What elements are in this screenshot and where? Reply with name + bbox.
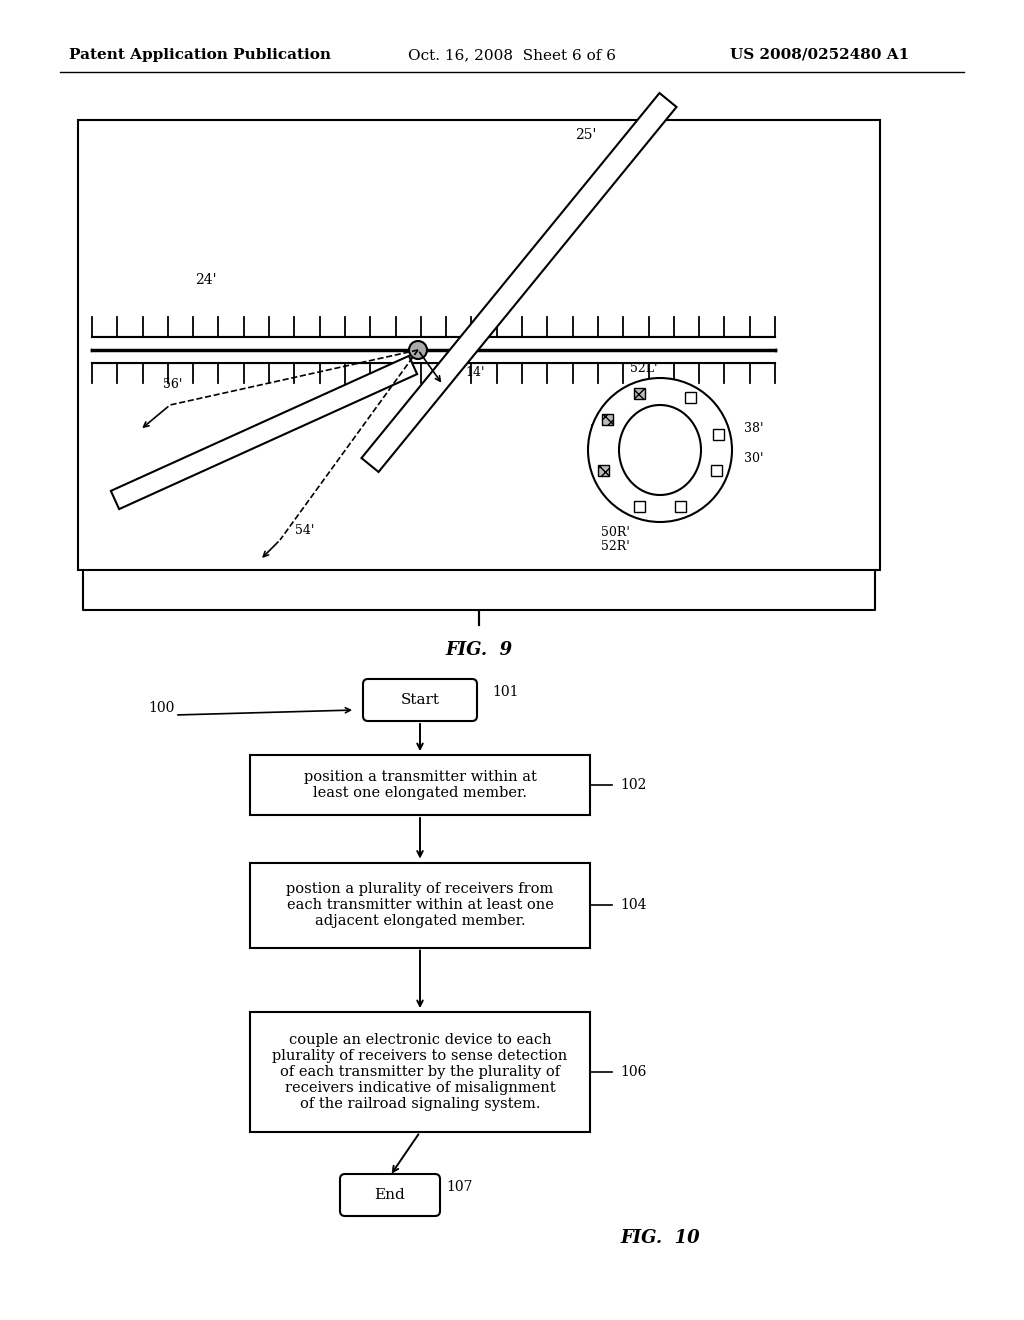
Text: 50R': 50R'	[601, 525, 630, 539]
Text: 24': 24'	[195, 273, 216, 286]
Bar	[675, 502, 686, 512]
Text: FIG.  10: FIG. 10	[621, 1229, 699, 1247]
Text: 50L': 50L'	[591, 424, 618, 437]
Text: 52R': 52R'	[601, 540, 630, 553]
Text: 30': 30'	[744, 451, 764, 465]
Text: 56': 56'	[163, 379, 182, 392]
Text: End: End	[375, 1188, 406, 1203]
Bar	[92, 337, 775, 363]
Text: 38': 38'	[744, 421, 764, 434]
Bar	[713, 429, 724, 440]
Text: Oct. 16, 2008  Sheet 6 of 6: Oct. 16, 2008 Sheet 6 of 6	[408, 48, 616, 62]
Text: 25': 25'	[575, 128, 596, 143]
Text: 101: 101	[492, 685, 518, 700]
Text: 100: 100	[148, 701, 174, 715]
FancyBboxPatch shape	[78, 120, 880, 570]
FancyBboxPatch shape	[340, 1173, 440, 1216]
Text: FIG.  9: FIG. 9	[445, 642, 513, 659]
Ellipse shape	[588, 378, 732, 521]
Bar	[250, 862, 590, 948]
Text: couple an electronic device to each
plurality of receivers to sense detection
of: couple an electronic device to each plur…	[272, 1032, 567, 1111]
Text: 107: 107	[446, 1180, 472, 1195]
Circle shape	[409, 341, 427, 359]
Bar	[712, 465, 722, 477]
Bar	[602, 414, 613, 425]
Ellipse shape	[618, 405, 701, 495]
Polygon shape	[111, 356, 417, 510]
Text: postion a plurality of receivers from
each transmitter within at least one
adjac: postion a plurality of receivers from ea…	[287, 882, 554, 928]
Text: Start: Start	[400, 693, 439, 708]
Text: 14': 14'	[465, 367, 484, 380]
Text: 52L': 52L'	[630, 362, 657, 375]
Bar	[250, 1012, 590, 1133]
Text: 106: 106	[620, 1065, 646, 1078]
FancyBboxPatch shape	[362, 678, 477, 721]
Bar	[250, 755, 590, 814]
Text: 54': 54'	[295, 524, 314, 536]
Text: US 2008/0252480 A1: US 2008/0252480 A1	[730, 48, 909, 62]
Text: 48': 48'	[598, 441, 618, 454]
Text: Patent Application Publication: Patent Application Publication	[69, 48, 331, 62]
Text: 104: 104	[620, 898, 646, 912]
Bar	[634, 502, 645, 512]
Polygon shape	[361, 92, 677, 473]
Text: position a transmitter within at
least one elongated member.: position a transmitter within at least o…	[303, 770, 537, 800]
Bar	[598, 465, 608, 477]
Bar	[685, 392, 695, 403]
Text: 102: 102	[620, 777, 646, 792]
Bar	[634, 388, 645, 399]
